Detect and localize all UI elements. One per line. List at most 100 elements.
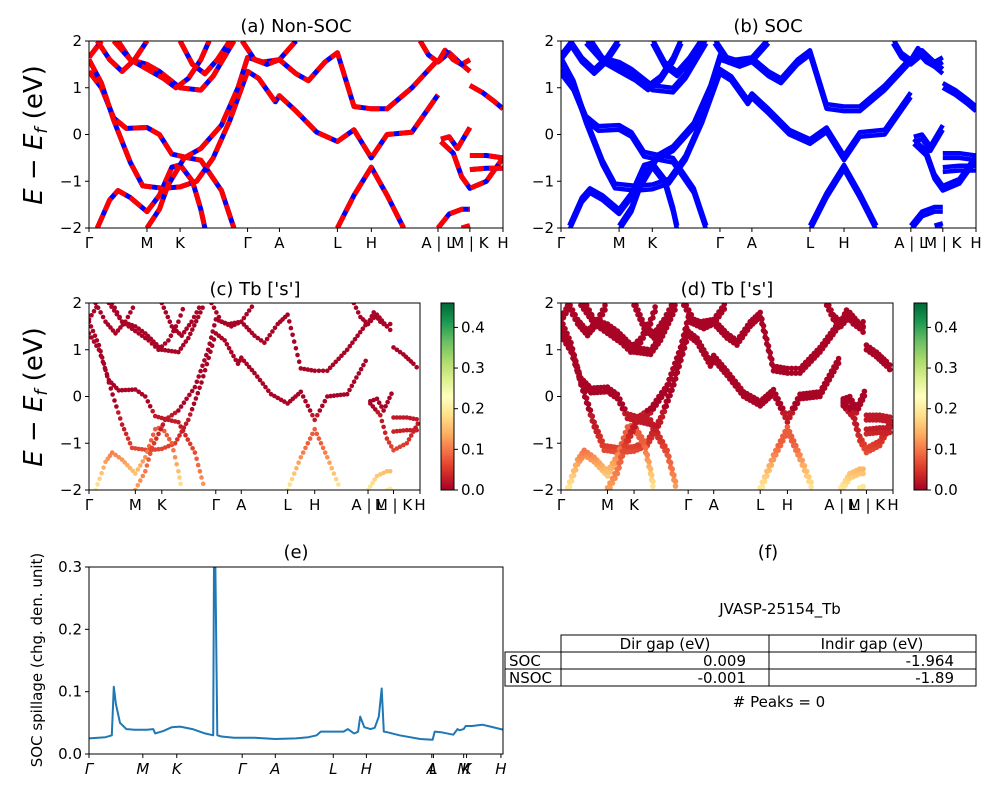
projection-point bbox=[861, 388, 868, 395]
x-tick-label: M bbox=[601, 496, 614, 514]
projection-point bbox=[90, 328, 96, 334]
projection-point bbox=[663, 311, 670, 318]
projection-point bbox=[597, 433, 603, 440]
projection-point bbox=[317, 408, 323, 413]
projection-point bbox=[638, 434, 645, 440]
projection-point bbox=[355, 310, 361, 315]
projection-point bbox=[195, 390, 201, 396]
projection-point bbox=[369, 313, 375, 319]
projection-point bbox=[161, 305, 167, 311]
projection-point bbox=[189, 388, 195, 394]
projection-point bbox=[672, 483, 679, 489]
projection-point bbox=[204, 352, 209, 358]
projection-point bbox=[143, 455, 148, 460]
projection-point bbox=[792, 400, 798, 407]
projection-point bbox=[125, 436, 131, 441]
projection-point bbox=[622, 429, 629, 436]
projection-point bbox=[358, 366, 364, 372]
projection-point bbox=[664, 447, 670, 454]
projection-point bbox=[394, 415, 400, 420]
projection-point bbox=[381, 321, 386, 327]
projection-point bbox=[855, 401, 862, 407]
projection-point bbox=[327, 460, 332, 466]
projection-point bbox=[599, 307, 606, 313]
projection-point bbox=[768, 457, 775, 464]
projection-point bbox=[145, 399, 151, 404]
y-tick-label: 0 bbox=[72, 388, 82, 406]
projection-point bbox=[770, 452, 777, 458]
projection-point bbox=[255, 335, 261, 341]
projection-point bbox=[150, 408, 155, 414]
projection-point bbox=[172, 455, 178, 460]
projection-point bbox=[604, 473, 611, 479]
projection-point bbox=[760, 323, 767, 329]
colorbar-tick-label: 0.3 bbox=[461, 359, 485, 377]
y-tick-label: 0 bbox=[544, 126, 554, 144]
projection-point bbox=[183, 432, 188, 438]
band-soc bbox=[913, 123, 945, 149]
x-tick-label: M bbox=[140, 234, 153, 252]
band-spin-down bbox=[177, 41, 232, 77]
x-tick-label: M | K bbox=[451, 234, 490, 252]
projection-point bbox=[177, 475, 182, 480]
band-spin-down bbox=[335, 164, 406, 228]
projection-point bbox=[101, 465, 106, 470]
x-tick-label: A bbox=[426, 760, 437, 778]
projection-point bbox=[650, 478, 656, 485]
projection-point bbox=[363, 358, 369, 364]
projection-point bbox=[287, 319, 292, 324]
projection-point bbox=[294, 465, 299, 471]
projection-point bbox=[414, 365, 420, 370]
band-soc bbox=[567, 42, 621, 76]
projection-point bbox=[312, 417, 318, 423]
projection-point bbox=[312, 426, 318, 432]
projection-point bbox=[599, 438, 605, 444]
table-cell bbox=[768, 668, 977, 687]
projection-point bbox=[616, 460, 622, 466]
projection-point bbox=[353, 305, 359, 311]
projection-point bbox=[571, 352, 578, 359]
panel-b: (b) SOC −2 −1 0 1 2 Γ M K Γ A L H A | LM | K H bbox=[532, 16, 982, 252]
projection-point bbox=[647, 466, 654, 472]
projection-point bbox=[224, 342, 230, 347]
projection-point bbox=[625, 433, 632, 440]
projection-point bbox=[361, 362, 366, 368]
projection-point bbox=[666, 453, 672, 460]
projection-point bbox=[194, 379, 200, 385]
projection-point bbox=[333, 476, 339, 482]
projection-point bbox=[788, 365, 795, 372]
band-soc bbox=[912, 137, 976, 189]
table-cell-value: 0.009 bbox=[703, 652, 746, 670]
projection-point bbox=[174, 462, 179, 467]
x-tick-label: Γ bbox=[238, 760, 248, 778]
projection-point bbox=[680, 332, 687, 339]
projection-point bbox=[612, 456, 618, 462]
projection-point bbox=[162, 428, 167, 434]
projection-point bbox=[210, 329, 215, 334]
projection-point bbox=[129, 326, 135, 332]
band-soc bbox=[908, 45, 944, 65]
projection-point bbox=[133, 328, 138, 334]
projection-point bbox=[309, 367, 314, 373]
projection-point bbox=[385, 399, 390, 405]
projection-point bbox=[784, 419, 791, 426]
x-tick-label: Γ bbox=[557, 234, 566, 252]
projection-point bbox=[351, 303, 357, 306]
projection-point bbox=[260, 381, 266, 386]
projection-point bbox=[379, 404, 384, 409]
projection-point bbox=[591, 419, 597, 426]
projection-point bbox=[587, 407, 594, 414]
panel-e-title: (e) bbox=[283, 542, 308, 563]
projection-point bbox=[801, 463, 808, 469]
projection-point bbox=[329, 465, 335, 471]
projection-point bbox=[300, 450, 306, 455]
panel-d-yticks: −2 −1 0 1 2 bbox=[532, 294, 561, 499]
projection-point bbox=[397, 415, 403, 420]
projection-point bbox=[179, 333, 184, 339]
projection-point bbox=[668, 303, 675, 309]
projection-point bbox=[176, 408, 181, 413]
projection-point bbox=[135, 483, 141, 488]
projection-point bbox=[104, 373, 110, 379]
projection-point bbox=[679, 338, 685, 345]
projection-point bbox=[360, 326, 366, 332]
